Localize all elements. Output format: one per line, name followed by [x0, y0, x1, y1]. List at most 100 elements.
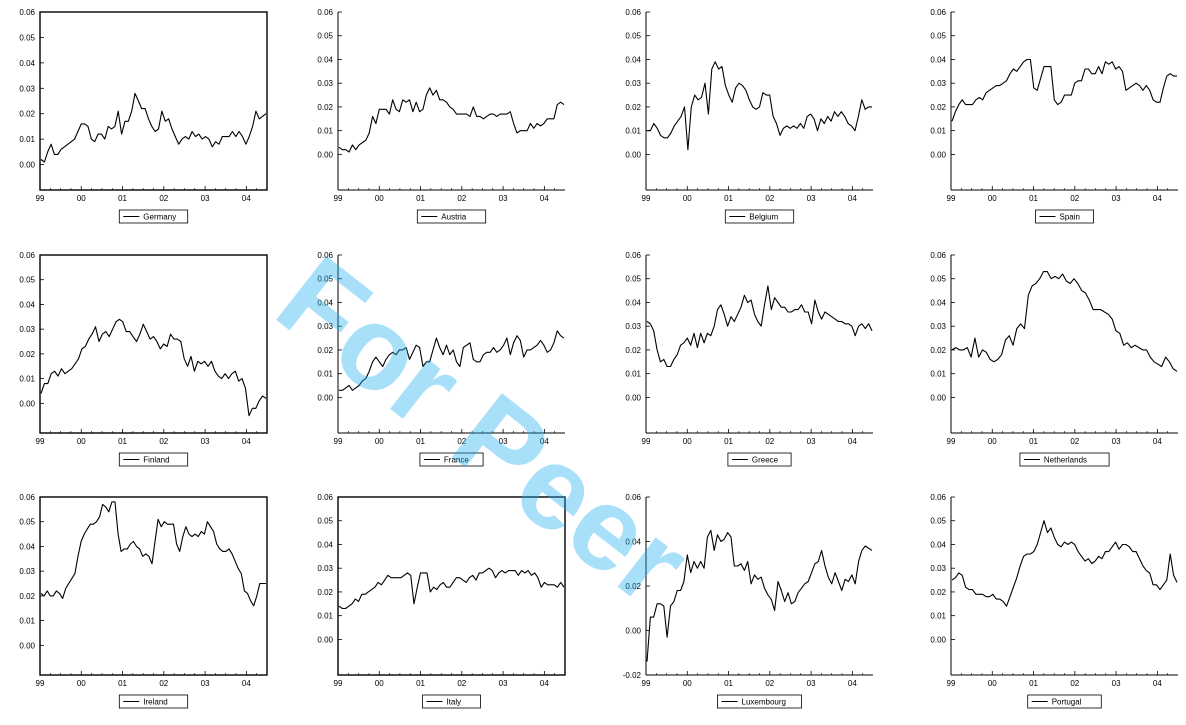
series-line	[40, 501, 266, 607]
y-tick-label: 0.04	[930, 298, 946, 307]
legend-box	[717, 694, 802, 709]
x-tick-label: 00	[77, 194, 86, 203]
x-tick-label: 03	[499, 679, 508, 688]
x-tick-label: 01	[416, 194, 425, 203]
x-tick-label: 03	[499, 437, 508, 446]
y-tick-label: 0.03	[19, 84, 35, 93]
x-tick-label: 00	[683, 194, 692, 203]
y-tick-label: 0.04	[19, 300, 35, 309]
y-tick-label: 0.01	[625, 127, 641, 136]
legend-box	[422, 694, 481, 709]
legend: Greece	[727, 452, 792, 467]
x-tick-label: 99	[36, 679, 45, 688]
x-tick-label: 04	[1153, 679, 1162, 688]
chart-panel-france: 0.00 0.01 0.02 0.03 0.04 0.05 0.06 99 00 01 02 03 04…	[317, 251, 565, 467]
series-line	[40, 318, 267, 417]
x-tick-label: 01	[416, 437, 425, 446]
legend-box	[419, 452, 484, 467]
y-tick-label: 0.01	[930, 612, 946, 621]
legend: Finland	[118, 452, 189, 467]
legend-label: France	[444, 456, 469, 465]
x-tick-label: 00	[375, 437, 384, 446]
chart-panel-luxembourg: -0.02 0.00 0.02 0.04 0.06 99 00 01 02 03 04 Luxembo…	[623, 493, 873, 709]
chart-panel-ireland: 0.00 0.01 0.02 0.03 0.04 0.05 0.06 99 00 01 02 03 04…	[19, 493, 268, 709]
y-tick-label: 0.00	[317, 635, 333, 644]
x-tick-label: 02	[457, 194, 466, 203]
x-tick-label: 03	[499, 194, 508, 203]
x-tick-label: 99	[334, 679, 343, 688]
y-tick-label: 0.02	[19, 350, 35, 359]
x-tick-label: 01	[1029, 679, 1038, 688]
x-tick-label: 99	[334, 194, 343, 203]
legend-label: Ireland	[143, 698, 167, 707]
y-tick-label: 0.01	[930, 127, 946, 136]
x-tick-label: 03	[807, 437, 816, 446]
y-tick-label: 0.04	[625, 538, 641, 547]
legend-box	[118, 209, 189, 224]
x-tick-label: 02	[1070, 679, 1079, 688]
y-tick-label: 0.05	[317, 275, 333, 284]
y-tick-label: 0.00	[317, 150, 333, 159]
y-tick-label: 0.04	[930, 55, 946, 64]
legend: Italy	[422, 694, 481, 709]
plot-frame	[39, 11, 268, 191]
y-tick-label: 0.05	[317, 517, 333, 526]
y-tick-label: 0.06	[930, 8, 946, 17]
legend-label: Italy	[447, 698, 462, 707]
x-tick-label: 04	[242, 194, 251, 203]
chart-panel-portugal: 0.00 0.01 0.02 0.03 0.04 0.05 0.06 99 00 01 02 03 04…	[930, 493, 1178, 709]
y-tick-label: 0.06	[930, 251, 946, 260]
x-tick-label: 04	[1153, 194, 1162, 203]
series-line	[951, 271, 1178, 372]
y-tick-label: 0.03	[317, 322, 333, 331]
y-tick-label: 0.06	[317, 493, 333, 502]
x-tick-label: 01	[724, 194, 733, 203]
y-tick-label: 0.06	[317, 251, 333, 260]
y-tick-label: 0.05	[625, 32, 641, 41]
y-tick-label: 0.05	[930, 517, 946, 526]
x-tick-label: 03	[807, 679, 816, 688]
x-tick-label: 99	[36, 194, 45, 203]
y-tick-label: 0.02	[930, 588, 946, 597]
x-tick-label: 00	[988, 194, 997, 203]
legend-box	[118, 694, 189, 709]
y-tick-label: 0.06	[317, 8, 333, 17]
series-line	[646, 529, 873, 662]
y-tick-label: 0.00	[930, 635, 946, 644]
x-tick-label: 02	[457, 679, 466, 688]
x-tick-label: 03	[1112, 679, 1121, 688]
legend-box	[1027, 694, 1102, 709]
x-tick-label: 02	[765, 437, 774, 446]
x-tick-label: 00	[77, 437, 86, 446]
chart-panel-austria: 0.00 0.01 0.02 0.03 0.04 0.05 0.06 99 00 01 02 03 04…	[317, 8, 565, 224]
legend-box	[727, 452, 792, 467]
y-tick-label: 0.02	[930, 346, 946, 355]
x-tick-label: 01	[118, 194, 127, 203]
y-tick-label: 0.02	[317, 588, 333, 597]
plot-frame	[39, 496, 268, 676]
y-tick-label: 0.03	[930, 564, 946, 573]
x-tick-label: 02	[159, 194, 168, 203]
legend-box	[1035, 209, 1094, 224]
x-tick-label: 00	[77, 679, 86, 688]
y-tick-label: 0.02	[625, 346, 641, 355]
y-tick-label: 0.02	[19, 592, 35, 601]
x-tick-label: 99	[642, 437, 651, 446]
x-tick-label: 01	[724, 437, 733, 446]
y-tick-label: 0.03	[625, 322, 641, 331]
x-tick-label: 02	[159, 437, 168, 446]
series-line	[951, 520, 1178, 607]
y-tick-label: 0.01	[317, 612, 333, 621]
x-tick-label: 99	[947, 194, 956, 203]
x-tick-label: 03	[201, 437, 210, 446]
legend: Germany	[118, 209, 189, 224]
legend: Netherlands	[1019, 452, 1110, 467]
legend-label: Germany	[143, 213, 176, 222]
y-tick-label: 0.03	[317, 79, 333, 88]
y-tick-label: 0.04	[930, 540, 946, 549]
legend-label: Greece	[752, 456, 779, 465]
y-tick-label: 0.00	[625, 150, 641, 159]
y-tick-label: 0.02	[317, 103, 333, 112]
x-tick-label: 02	[765, 679, 774, 688]
